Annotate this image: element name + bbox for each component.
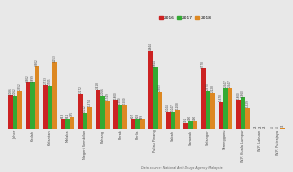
Text: 2,062: 2,062	[13, 87, 17, 95]
Bar	[30, 82, 35, 129]
Text: 1,208: 1,208	[175, 101, 179, 109]
Bar	[78, 94, 83, 129]
Text: 735: 735	[70, 111, 74, 116]
Text: 2,902: 2,902	[26, 74, 30, 82]
Bar	[241, 98, 245, 129]
Bar	[263, 128, 267, 129]
Legend: 2016, 2017, 2018: 2016, 2017, 2018	[157, 14, 213, 22]
Text: 1,960: 1,960	[241, 89, 245, 97]
Text: 3,902: 3,902	[35, 58, 39, 66]
Bar	[171, 112, 175, 129]
Bar	[236, 100, 241, 129]
Text: 2,303: 2,303	[158, 83, 162, 91]
Text: 2,418: 2,418	[96, 82, 100, 89]
Bar	[175, 110, 180, 129]
Bar	[13, 96, 17, 129]
Bar	[122, 105, 127, 129]
Bar	[183, 123, 188, 129]
Text: 608: 608	[136, 113, 140, 118]
Bar	[17, 91, 22, 129]
Bar	[96, 90, 100, 129]
Bar	[61, 119, 65, 129]
Text: 2,733: 2,733	[44, 76, 47, 84]
Text: 21: 21	[254, 124, 258, 128]
Bar	[8, 95, 13, 129]
Bar	[245, 108, 250, 129]
Bar	[35, 66, 40, 129]
Bar	[201, 68, 206, 129]
Text: 1,500: 1,500	[118, 96, 122, 104]
Bar	[26, 82, 30, 129]
Text: 1,047: 1,047	[171, 104, 175, 111]
Bar	[258, 128, 263, 129]
Text: 607: 607	[131, 113, 135, 118]
Text: 1,500: 1,500	[123, 96, 127, 104]
Text: 1,678: 1,678	[219, 93, 223, 101]
Bar	[100, 96, 105, 129]
Bar	[280, 128, 285, 129]
Bar	[219, 102, 223, 129]
Text: 2,228: 2,228	[210, 84, 214, 92]
Text: Data source: National Anti-Drugs Agency Malaysia: Data source: National Anti-Drugs Agency …	[141, 166, 222, 170]
Text: 21: 21	[258, 124, 263, 128]
Text: 2,066: 2,066	[101, 87, 105, 95]
Bar	[153, 67, 158, 129]
Text: 1,800: 1,800	[236, 92, 240, 99]
Text: 3,844: 3,844	[153, 59, 157, 67]
Text: 4: 4	[271, 126, 275, 128]
Text: 21: 21	[263, 124, 267, 128]
Text: 2,705: 2,705	[48, 77, 52, 85]
Text: 2,086: 2,086	[8, 87, 13, 95]
Bar	[193, 121, 197, 129]
Bar	[118, 105, 122, 129]
Text: 4,844: 4,844	[149, 43, 153, 51]
Bar	[43, 85, 48, 129]
Bar	[105, 101, 110, 129]
Bar	[52, 62, 57, 129]
Text: 2,370: 2,370	[206, 82, 210, 90]
Text: 2,172: 2,172	[79, 85, 83, 93]
Bar	[87, 107, 92, 129]
Text: 2,899: 2,899	[30, 74, 35, 82]
Bar	[83, 113, 87, 129]
Text: 2,547: 2,547	[223, 79, 227, 87]
Text: 490: 490	[188, 115, 192, 120]
Bar	[65, 119, 70, 129]
Text: 2,547: 2,547	[228, 79, 232, 87]
Text: 3,778: 3,778	[201, 60, 205, 68]
Text: 1,044: 1,044	[166, 104, 170, 111]
Text: 2,352: 2,352	[18, 83, 22, 90]
Bar	[48, 85, 52, 129]
Text: 490: 490	[193, 115, 197, 120]
Bar	[135, 119, 140, 129]
Bar	[188, 121, 193, 129]
Bar	[228, 88, 232, 129]
Bar	[166, 112, 171, 129]
Text: 71: 71	[280, 123, 285, 127]
Bar	[253, 128, 258, 129]
Text: 1,329: 1,329	[246, 99, 249, 107]
Text: 4,153: 4,153	[53, 54, 57, 62]
Text: 1,012: 1,012	[83, 104, 87, 112]
Bar	[210, 93, 215, 129]
Text: 1,800: 1,800	[114, 92, 118, 99]
Bar	[131, 119, 135, 129]
Bar	[70, 117, 74, 129]
Text: 1,374: 1,374	[88, 98, 92, 106]
Bar	[158, 92, 162, 129]
Bar	[140, 119, 144, 129]
Bar	[149, 51, 153, 129]
Text: 612: 612	[66, 113, 70, 118]
Text: 1,749: 1,749	[105, 92, 109, 100]
Bar	[113, 100, 118, 129]
Bar	[223, 88, 228, 129]
Text: 391: 391	[184, 117, 188, 122]
Text: 613: 613	[61, 113, 65, 118]
Bar	[206, 91, 210, 129]
Text: 4: 4	[276, 126, 280, 128]
Text: 599: 599	[140, 113, 144, 119]
